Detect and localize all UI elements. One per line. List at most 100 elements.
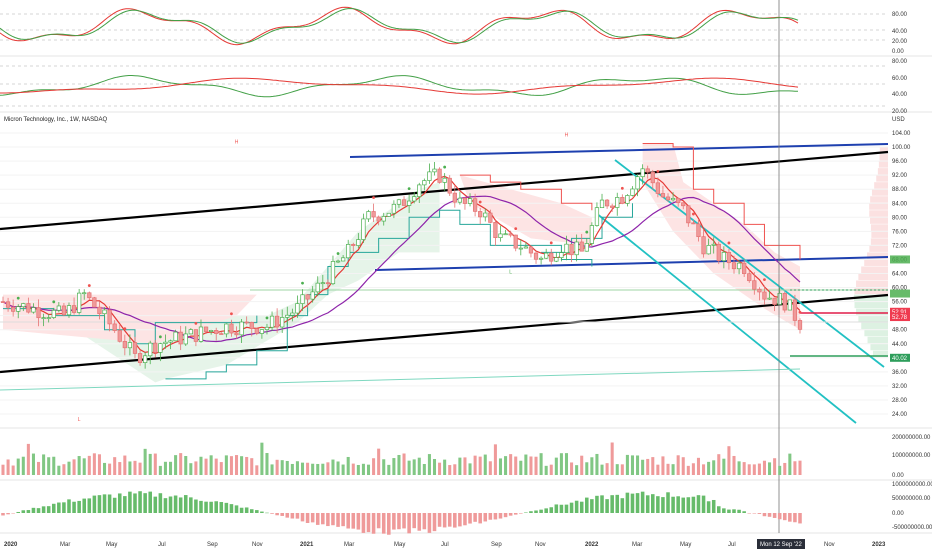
macd-histogram-bar xyxy=(102,494,107,513)
volume-bar xyxy=(138,462,142,475)
volume-bar xyxy=(625,454,629,475)
candle-body xyxy=(670,197,676,201)
volume-profile-bar xyxy=(870,224,888,231)
macd-histogram-bar xyxy=(11,513,15,514)
volume-bar xyxy=(554,457,558,475)
macd-histogram-bar xyxy=(315,513,320,525)
macd-histogram-bar xyxy=(16,511,21,513)
time-axis-label: Jul xyxy=(441,542,449,548)
candle-body xyxy=(356,239,361,246)
macd-histogram-bar xyxy=(148,491,152,513)
volume-bar xyxy=(549,464,553,475)
candle-body xyxy=(335,260,341,263)
rsi-ma-line xyxy=(0,77,799,95)
signal-dot xyxy=(301,281,304,285)
volume-profile-bar xyxy=(858,315,888,323)
macd-histogram-bar xyxy=(732,509,736,513)
volume-bar xyxy=(646,458,650,475)
volume-bar xyxy=(778,465,782,475)
candle-body xyxy=(462,197,468,204)
rsi-axis-tick: 60.00 xyxy=(892,76,908,82)
macd-histogram-bar xyxy=(6,513,10,515)
volume-bar xyxy=(397,454,401,475)
volume-bar xyxy=(463,457,467,475)
macd-histogram-bar xyxy=(351,513,356,529)
signal-dot xyxy=(727,241,731,245)
volume-bar xyxy=(524,454,528,475)
macd-histogram-bar xyxy=(46,506,51,513)
high-low-marker: H xyxy=(565,133,569,139)
volume-bar xyxy=(377,448,381,475)
volume-bar xyxy=(783,462,787,475)
volume-profile-bar xyxy=(877,168,888,175)
volume-bar xyxy=(128,461,132,475)
candle-body xyxy=(528,246,534,254)
volume-bar xyxy=(372,458,376,475)
macd-histogram-bar xyxy=(310,513,315,523)
macd-histogram-bar xyxy=(777,513,782,520)
candle-body xyxy=(153,342,158,353)
candle-body xyxy=(731,262,737,270)
volume-axis-tick: 100000000.00 xyxy=(892,453,931,459)
macd-histogram-bar xyxy=(711,499,716,513)
volume-profile-bar xyxy=(874,182,888,189)
macd-histogram-bar xyxy=(579,501,584,513)
macd-histogram-bar xyxy=(189,497,193,513)
macd-histogram-bar xyxy=(41,506,46,513)
macd-histogram-bar xyxy=(229,504,234,513)
volume-bar xyxy=(595,453,599,475)
volume-bar xyxy=(443,459,447,475)
macd-histogram-bar xyxy=(194,499,198,513)
volume-bar xyxy=(504,456,508,475)
candle-body xyxy=(742,262,747,274)
candle-body xyxy=(686,205,691,224)
macd-histogram-bar xyxy=(270,513,274,514)
macd-histogram-bar xyxy=(772,513,777,518)
macd-histogram-bar xyxy=(767,513,772,517)
volume-bar xyxy=(686,465,690,475)
volume-bar xyxy=(300,462,305,475)
volume-bar xyxy=(321,463,325,475)
time-axis-label: Nov xyxy=(535,542,546,548)
time-axis-label: Sep xyxy=(491,542,502,548)
macd-histogram-bar xyxy=(737,509,741,513)
candle-body xyxy=(787,299,792,311)
candle-body xyxy=(386,212,391,217)
volume-bar xyxy=(798,460,802,475)
moving-average-slow xyxy=(2,195,801,343)
volume-profile-bar xyxy=(871,189,888,196)
volume-bar xyxy=(234,455,239,475)
candle-body xyxy=(11,306,16,312)
volume-bar xyxy=(519,460,523,475)
candle-body xyxy=(264,326,270,330)
candle-body xyxy=(726,251,732,264)
volume-bar xyxy=(681,457,685,475)
candle-body xyxy=(31,307,36,313)
upper-blue-channel xyxy=(349,143,889,158)
macd-histogram-bar xyxy=(696,495,701,513)
macd-histogram-bar xyxy=(661,497,665,513)
candle-body xyxy=(655,182,660,194)
candle-body xyxy=(660,193,666,198)
volume-profile-bar xyxy=(870,238,888,245)
candle-body xyxy=(610,205,615,208)
signal-dot xyxy=(691,212,695,216)
volume-bar xyxy=(768,462,772,475)
cursor-date-label: Mon 12 Sep '22 xyxy=(760,542,803,548)
support-teal-line xyxy=(0,368,801,391)
candle-body xyxy=(417,184,422,197)
macd-histogram-bar xyxy=(569,502,574,513)
volume-profile-bar xyxy=(854,287,888,295)
candle-body xyxy=(376,216,381,222)
volume-bar xyxy=(219,462,223,475)
downtrend-cloud-right xyxy=(642,143,800,330)
macd-histogram-bar xyxy=(407,513,411,534)
price-axis-tick: 96.00 xyxy=(892,159,908,165)
volume-bar xyxy=(133,460,137,475)
signal-dot xyxy=(230,312,233,316)
macd-histogram-bar xyxy=(331,513,335,526)
volume-bar xyxy=(671,464,675,475)
volume-profile-bar xyxy=(870,343,888,351)
